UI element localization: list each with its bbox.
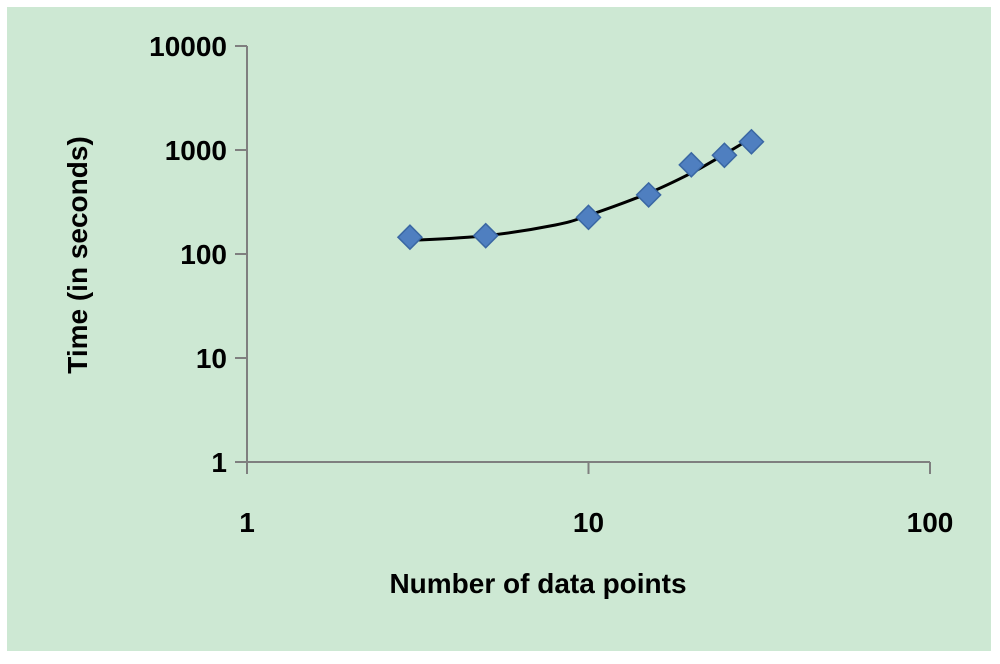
y-tick-label: 10	[196, 343, 227, 374]
y-tick-label: 1000	[165, 135, 227, 166]
data-point-marker	[711, 142, 738, 169]
y-tick-label: 1	[211, 447, 227, 478]
data-point-marker	[396, 224, 423, 251]
y-axis-title: Time (in seconds)	[62, 136, 93, 374]
chart-background	[7, 7, 991, 651]
x-tick-label: 100	[907, 507, 954, 538]
data-point-marker	[575, 204, 602, 231]
data-point-marker	[738, 128, 765, 155]
data-point-marker	[635, 181, 662, 208]
x-axis-title: Number of data points	[389, 568, 686, 599]
x-tick-label: 1	[239, 507, 255, 538]
data-point-marker	[678, 151, 705, 178]
axes: 1 10 100 1000 10000 1 10 100	[149, 31, 953, 538]
x-tick-label: 10	[573, 507, 604, 538]
y-tick-label: 10000	[149, 31, 227, 62]
y-tick-label: 100	[180, 239, 227, 270]
markers-layer	[396, 128, 765, 251]
data-point-marker	[472, 222, 499, 249]
